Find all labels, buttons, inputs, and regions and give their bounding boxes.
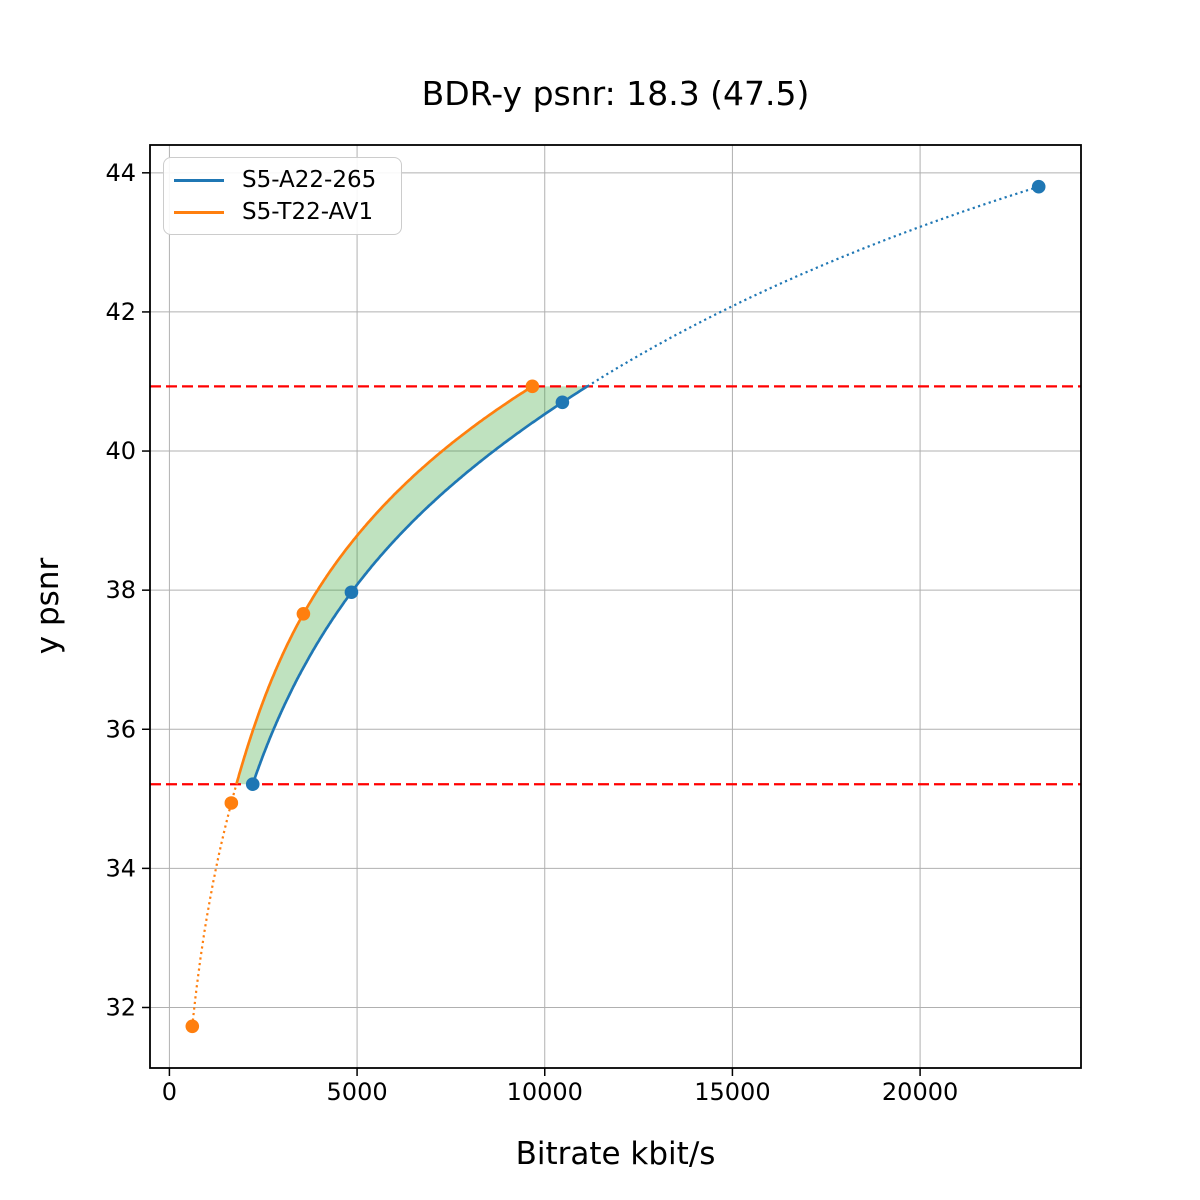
- legend-item: S5-A22-265: [164, 165, 401, 195]
- data-point-s5-t22-av1: [296, 607, 311, 621]
- x-tick-label: 20000: [882, 1078, 958, 1106]
- y-tick-label: 38: [105, 576, 136, 604]
- y-tick-label: 44: [105, 159, 136, 187]
- series-s5-a22-265-dotted: [586, 185, 1040, 388]
- y-tick-label: 36: [105, 715, 136, 743]
- data-point-s5-a22-265: [1031, 179, 1046, 194]
- y-tick-label: 42: [105, 298, 136, 326]
- x-tick-label: 10000: [507, 1078, 583, 1106]
- series-s5-t22-av1-line: [235, 385, 534, 785]
- legend: S5-A22-265 S5-T22-AV1: [163, 157, 402, 235]
- legend-item: S5-T22-AV1: [164, 197, 401, 227]
- series-s5-a22-265-line: [251, 385, 589, 785]
- legend-line-icon: [174, 210, 224, 214]
- y-axis-label: y psnr: [30, 557, 66, 655]
- x-tick-label: 5000: [327, 1078, 388, 1106]
- y-tick-label: 40: [105, 437, 136, 465]
- data-point-s5-t22-av1: [224, 796, 239, 810]
- data-point-s5-a22-265: [245, 777, 260, 792]
- plot-border: [149, 144, 1082, 1069]
- y-tick-label: 32: [105, 993, 136, 1021]
- series-s5-t22-av1-dotted: [191, 783, 238, 1027]
- data-point-s5-a22-265: [555, 395, 570, 410]
- chart-title: BDR-y psnr: 18.3 (47.5): [421, 74, 810, 113]
- legend-label: S5-T22-AV1: [242, 199, 374, 225]
- y-tick-label: 34: [105, 854, 136, 882]
- data-point-s5-a22-265: [344, 585, 359, 600]
- x-axis-label: Bitrate kbit/s: [515, 1136, 716, 1172]
- bd-shaded-region: [236, 386, 588, 785]
- data-point-s5-t22-av1: [185, 1019, 200, 1034]
- x-tick-label: 0: [162, 1078, 177, 1106]
- legend-label: S5-A22-265: [242, 167, 377, 193]
- x-tick-label: 15000: [694, 1078, 770, 1106]
- data-point-s5-t22-av1: [525, 379, 540, 394]
- legend-line-icon: [174, 178, 224, 182]
